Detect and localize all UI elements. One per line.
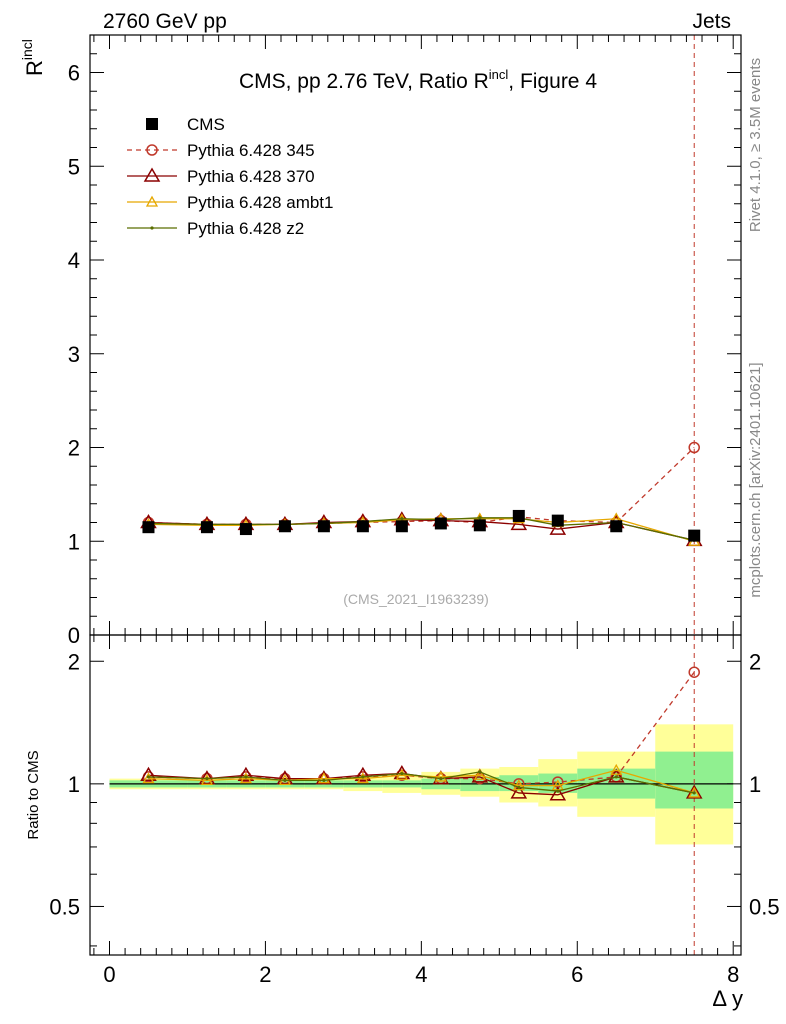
ratio-plot-frame xyxy=(89,634,742,956)
ratio-point-s370 xyxy=(549,786,567,801)
legend-label-data: CMS xyxy=(187,115,225,134)
ratio-point-s370 xyxy=(276,770,294,785)
main-point-data xyxy=(688,529,701,542)
legend-label-ambt1: Pythia 6.428 ambt1 xyxy=(187,193,333,212)
ratio-point-ambt1 xyxy=(434,770,447,782)
main-ytick-label: 4 xyxy=(68,248,80,273)
ratio-point-ambt1 xyxy=(395,768,408,780)
main-point-data xyxy=(317,520,330,533)
legend-marker-z2 xyxy=(150,226,154,230)
ratio-ytick-label-right: 1 xyxy=(749,772,761,797)
main-point-data xyxy=(239,523,252,536)
main-line-s345 xyxy=(148,447,695,526)
main-title: CMS, pp 2.76 TeV, Ratio Rincl, Figure 4 xyxy=(239,67,597,93)
ratio-point-z2 xyxy=(439,777,443,781)
main-point-data xyxy=(142,521,155,534)
main-point-s345 xyxy=(688,441,700,454)
main-point-data xyxy=(395,520,408,533)
legend-label-s345: Pythia 6.428 345 xyxy=(187,141,315,160)
main-ytick-label: 6 xyxy=(68,61,80,86)
legend-marker-s345 xyxy=(146,144,158,156)
rivet-label: Rivet 4.1.0, ≥ 3.5M events xyxy=(747,58,764,232)
main-ytick-label: 0 xyxy=(68,623,80,648)
ratio-point-ambt1 xyxy=(142,772,155,784)
ratio-point-s370 xyxy=(354,766,372,781)
ratio-point-s370 xyxy=(198,770,216,785)
ratio-point-z2 xyxy=(283,778,287,782)
ratio-xtick-label: 8 xyxy=(727,962,739,987)
ratio-point-z2 xyxy=(205,777,209,781)
ratio-point-z2 xyxy=(517,785,521,790)
ratio-xtick-label: 2 xyxy=(259,962,271,987)
main-ylabel: Rincl xyxy=(19,39,47,76)
main-ytick-label: 1 xyxy=(68,529,80,554)
ratio-point-s370 xyxy=(315,770,333,785)
ratio-ytick-label: 0.5 xyxy=(49,894,80,919)
ratio-point-z2 xyxy=(478,770,482,774)
ratio-point-s345 xyxy=(688,666,700,678)
main-series-group xyxy=(140,441,703,547)
ratio-point-ambt1 xyxy=(610,763,623,775)
ratio-ytick-label: 1 xyxy=(68,772,80,797)
main-point-z2 xyxy=(478,516,482,520)
ratio-point-z2 xyxy=(146,775,151,779)
ratio-ylabel: Ratio to CMS xyxy=(25,750,42,839)
legend-marker-data xyxy=(146,118,158,130)
main-ytick-label: 2 xyxy=(68,436,80,461)
main-ytick-label: 3 xyxy=(68,342,80,367)
ratio-point-s370 xyxy=(393,765,411,780)
legend-label-z2: Pythia 6.428 z2 xyxy=(187,219,304,238)
ratio-line-ambt1 xyxy=(148,769,695,794)
ratio-ytick-label-right: 2 xyxy=(749,649,761,674)
analysis-watermark: (CMS_2021_I1963239) xyxy=(343,591,489,607)
ratio-point-ambt1 xyxy=(239,772,253,784)
ratio-series-group xyxy=(140,666,703,801)
mcplots-label: mcplots.cern.ch [arXiv:2401.10621] xyxy=(747,362,764,597)
ratio-point-z2 xyxy=(556,789,560,793)
ratio-point-z2 xyxy=(244,775,248,779)
legend: CMS Pythia 6.428 345 Pythia 6.428 370 Pythi… xyxy=(127,115,333,238)
header-right: Jets xyxy=(692,10,731,33)
header-left: 2760 GeV pp xyxy=(103,10,227,33)
ratio-ytick-label-right: 0.5 xyxy=(749,894,780,919)
ratio-point-z2 xyxy=(614,775,618,779)
main-point-data xyxy=(551,514,564,527)
main-point-data xyxy=(434,517,447,530)
ratio-point-s370 xyxy=(510,784,528,799)
legend-label-s370: Pythia 6.428 370 xyxy=(187,167,315,186)
ratio-point-ambt1 xyxy=(473,768,486,780)
main-point-data xyxy=(278,520,291,533)
ratio-point-ambt1 xyxy=(512,779,525,791)
main-point-data xyxy=(610,520,623,533)
ratio-xtick-label: 0 xyxy=(103,962,115,987)
ratio-ytick-label: 2 xyxy=(68,649,80,674)
ratio-point-ambt1 xyxy=(200,774,214,786)
main-point-data xyxy=(473,519,486,532)
ratio-xlabel: Δ y xyxy=(712,986,743,1011)
ratio-point-ambt1 xyxy=(317,772,330,784)
ratio-point-s370 xyxy=(140,766,157,781)
ratio-xtick-label: 4 xyxy=(415,962,427,987)
ratio-point-s370 xyxy=(237,766,255,781)
ratio-point-z2 xyxy=(322,778,326,782)
ratio-xtick-label: 6 xyxy=(571,962,583,987)
legend-marker-s370 xyxy=(143,167,161,182)
ratio-point-z2 xyxy=(400,771,404,776)
main-point-s370 xyxy=(549,520,567,535)
ratio-band-inner xyxy=(499,775,539,792)
ratio-point-z2 xyxy=(361,775,365,779)
ratio-point-s370 xyxy=(607,768,625,783)
ratio-point-ambt1 xyxy=(356,772,369,784)
main-ytick-label: 5 xyxy=(68,154,80,179)
main-point-z2 xyxy=(400,517,404,521)
legend-marker-ambt1 xyxy=(145,195,159,207)
main-point-data xyxy=(356,520,369,533)
main-point-data xyxy=(200,521,213,534)
ratio-point-z2 xyxy=(692,791,696,795)
main-point-data xyxy=(512,509,525,522)
